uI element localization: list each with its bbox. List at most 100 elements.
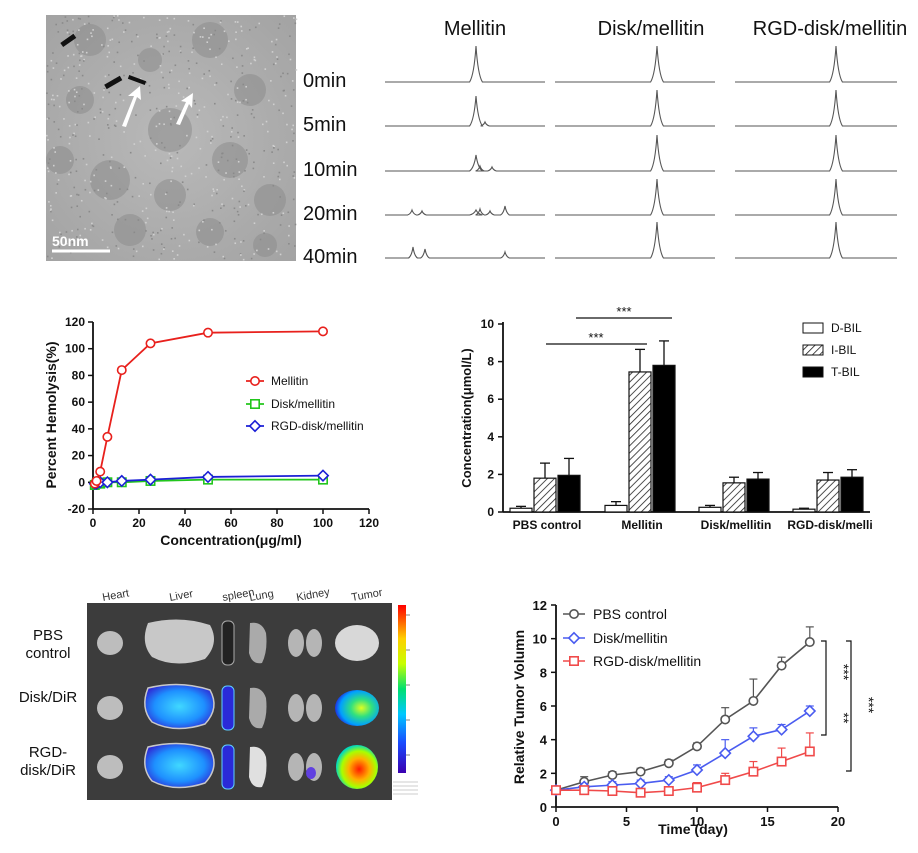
tem-grain [217, 169, 220, 172]
tem-grain [57, 128, 60, 131]
data-point [776, 660, 787, 671]
tem-grain [196, 116, 199, 118]
y-tick-label: 8 [487, 355, 494, 369]
tem-grain [206, 130, 209, 133]
tem-grain [188, 239, 191, 242]
tem-grain [68, 125, 71, 127]
tem-grain [150, 234, 152, 237]
tem-grain [84, 179, 86, 182]
tem-grain [211, 228, 213, 231]
tem-grain [112, 16, 115, 19]
tem-grain [51, 219, 54, 222]
tem-grain [294, 223, 297, 226]
tem-grain [280, 75, 282, 78]
tem-particle [154, 179, 186, 211]
tem-grain [235, 158, 238, 160]
tem-grain [193, 99, 196, 102]
tem-grain [203, 27, 205, 30]
tem-grain [124, 29, 127, 31]
tem-grain [74, 100, 76, 103]
organ-lung [249, 746, 267, 788]
tem-grain [76, 236, 78, 238]
tem-grain [294, 22, 297, 25]
tem-grain [168, 210, 170, 213]
tem-grain [277, 148, 279, 151]
tem-grain [219, 21, 222, 24]
tem-grain [118, 167, 121, 169]
tem-grain [190, 172, 193, 175]
tem-grain [187, 20, 190, 22]
tem-grain [92, 29, 94, 31]
tem-grain [179, 45, 182, 48]
tem-grain [79, 215, 81, 218]
organ-spleen [221, 620, 235, 666]
tem-grain [213, 102, 216, 105]
tem-grain [248, 29, 251, 31]
tem-grain [253, 116, 255, 119]
tem-grain [133, 231, 136, 234]
tem-grain [242, 83, 245, 86]
tem-grain [282, 89, 285, 92]
tem-grain [176, 157, 179, 160]
tem-grain [203, 106, 206, 108]
y-tick-label: 2 [487, 467, 494, 481]
data-point [145, 338, 156, 349]
legend-marker [250, 398, 261, 409]
tem-grain [293, 177, 296, 179]
tem-grain [132, 72, 134, 74]
tem-grain [53, 104, 55, 107]
organ-kidney [288, 694, 304, 722]
tem-grain [68, 101, 70, 104]
tem-grain [75, 77, 78, 79]
tem-grain [57, 179, 60, 181]
tem-grain [176, 151, 179, 154]
tem-grain [101, 44, 103, 46]
tem-grain [168, 50, 171, 53]
tem-grain [272, 63, 275, 66]
tem-grain [88, 22, 90, 25]
tem-grain [50, 78, 53, 81]
chromatogram-trace [735, 134, 897, 172]
y-tick-label: 20 [72, 449, 86, 463]
tem-grain [88, 210, 91, 213]
chromatogram-trace [735, 89, 897, 127]
tem-grain [93, 189, 96, 192]
tem-grain [144, 155, 146, 157]
x-tick-label: 5 [623, 814, 630, 829]
organ-kidney [288, 753, 304, 781]
tem-grain [102, 154, 105, 156]
data-point [550, 785, 561, 796]
organ-label: Lung [248, 588, 274, 604]
tem-grain [230, 98, 233, 100]
tem-particle [66, 86, 94, 114]
tem-grain [241, 65, 244, 67]
tem-grain [118, 41, 120, 44]
tem-grain [176, 254, 179, 256]
tem-grain [151, 238, 153, 240]
tem-grain [165, 216, 168, 219]
tem-grain [137, 219, 140, 221]
tem-grain [89, 180, 92, 183]
tem-grain [141, 245, 144, 248]
tem-grain [288, 234, 290, 237]
tem-grain [218, 222, 221, 224]
tem-grain [66, 31, 69, 34]
tem-grain [198, 109, 201, 112]
chromatogram-column-title: RGD-disk/mellitin [753, 18, 907, 40]
tem-grain [113, 124, 116, 127]
tem-grain [58, 105, 61, 108]
organ-label: Tumor [350, 587, 383, 604]
tem-grain [289, 58, 292, 61]
tem-grain [211, 194, 213, 197]
tem-grain [184, 175, 187, 178]
tem-grain [193, 203, 195, 206]
chromatogram-trace [555, 178, 715, 216]
tem-grain [223, 178, 225, 181]
tem-grain [174, 237, 176, 240]
tem-grain [68, 173, 70, 176]
data-point [317, 326, 328, 337]
tem-grain [278, 171, 281, 174]
tem-grain [169, 71, 171, 74]
tem-grain [85, 241, 88, 243]
